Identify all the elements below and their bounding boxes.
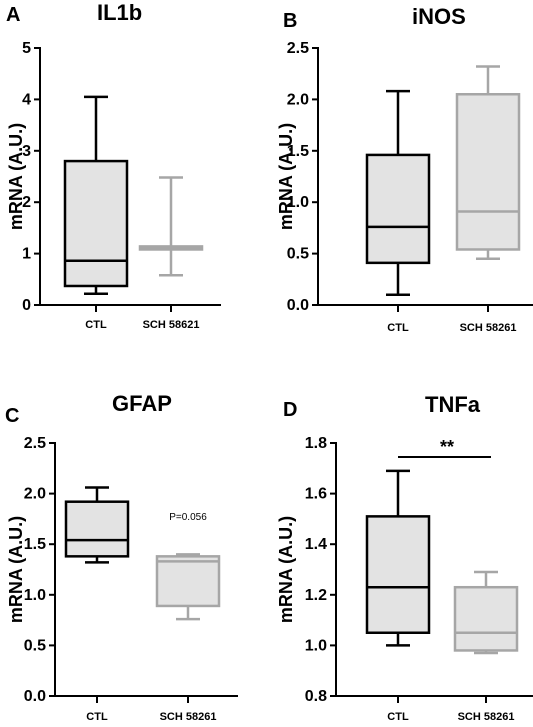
box-a-0 — [63, 159, 129, 288]
y-tick-label-a-1: 1 — [22, 246, 31, 263]
y-tick-label-d-2: 1.2 — [305, 587, 327, 604]
y-tick-label-b-5: 2.5 — [287, 40, 309, 57]
y-tick-label-d-1: 1.0 — [305, 637, 327, 654]
y-tick-label-c-4: 2.0 — [24, 486, 46, 503]
panel-letter-c: C — [5, 405, 19, 427]
y-tick-label-b-0: 0.0 — [287, 297, 309, 314]
y-tick-label-b-3: 1.5 — [287, 143, 309, 160]
p-value-annotation-c: P=0.056 — [169, 512, 207, 523]
significance-marker-d: ** — [440, 437, 454, 457]
x-tick-label-b-0: CTL — [387, 322, 409, 334]
y-axis-label-d: mRNA (A.U.) — [276, 516, 296, 623]
chart-title-c: GFAP — [112, 391, 172, 416]
y-tick-label-c-1: 0.5 — [24, 637, 46, 654]
y-tick-label-c-2: 1.0 — [24, 587, 46, 604]
y-tick-label-d-3: 1.4 — [305, 536, 327, 553]
box-c-1 — [155, 555, 221, 608]
box-b-0 — [365, 153, 431, 265]
panel-letter-b: B — [283, 10, 297, 32]
x-tick-label-c-0: CTL — [86, 711, 108, 723]
chart-title-d: TNFa — [425, 392, 481, 417]
y-tick-label-d-5: 1.8 — [305, 435, 327, 452]
x-tick-label-d-1: SCH 58261 — [458, 711, 515, 723]
chart-title-a: IL1b — [97, 0, 142, 25]
y-tick-label-b-4: 2.0 — [287, 91, 309, 108]
y-tick-label-c-5: 2.5 — [24, 435, 46, 452]
panel-letter-d: D — [283, 399, 297, 421]
y-axis-label-c: mRNA (A.U.) — [6, 516, 26, 623]
chart-title-b: iNOS — [412, 4, 466, 29]
x-tick-label-c-1: SCH 58261 — [160, 711, 217, 723]
y-axis-label-b: mRNA (A.U.) — [276, 123, 296, 230]
y-tick-label-a-2: 2 — [22, 194, 31, 211]
y-tick-label-a-5: 5 — [22, 40, 31, 57]
y-tick-label-a-4: 4 — [22, 91, 31, 108]
x-tick-label-a-0: CTL — [85, 319, 107, 331]
box-b-1 — [455, 93, 521, 251]
box-d-0 — [365, 515, 431, 634]
y-tick-label-b-1: 0.5 — [287, 246, 309, 263]
box-c-0 — [64, 500, 130, 558]
y-tick-label-c-3: 1.5 — [24, 536, 46, 553]
y-tick-label-c-0: 0.0 — [24, 688, 46, 705]
box-d-1 — [453, 585, 519, 652]
y-tick-label-b-2: 1.0 — [287, 194, 309, 211]
panel-letter-a: A — [6, 4, 20, 26]
y-tick-label-d-4: 1.6 — [305, 486, 327, 503]
y-tick-label-a-3: 3 — [22, 143, 31, 160]
y-tick-label-d-0: 0.8 — [305, 688, 327, 705]
x-tick-label-d-0: CTL — [387, 711, 409, 723]
y-axis-label-a: mRNA (A.U.) — [6, 123, 26, 230]
y-tick-label-a-0: 0 — [22, 297, 31, 314]
x-tick-label-a-1: SCH 58621 — [143, 319, 200, 331]
x-tick-label-b-1: SCH 58261 — [460, 322, 517, 334]
